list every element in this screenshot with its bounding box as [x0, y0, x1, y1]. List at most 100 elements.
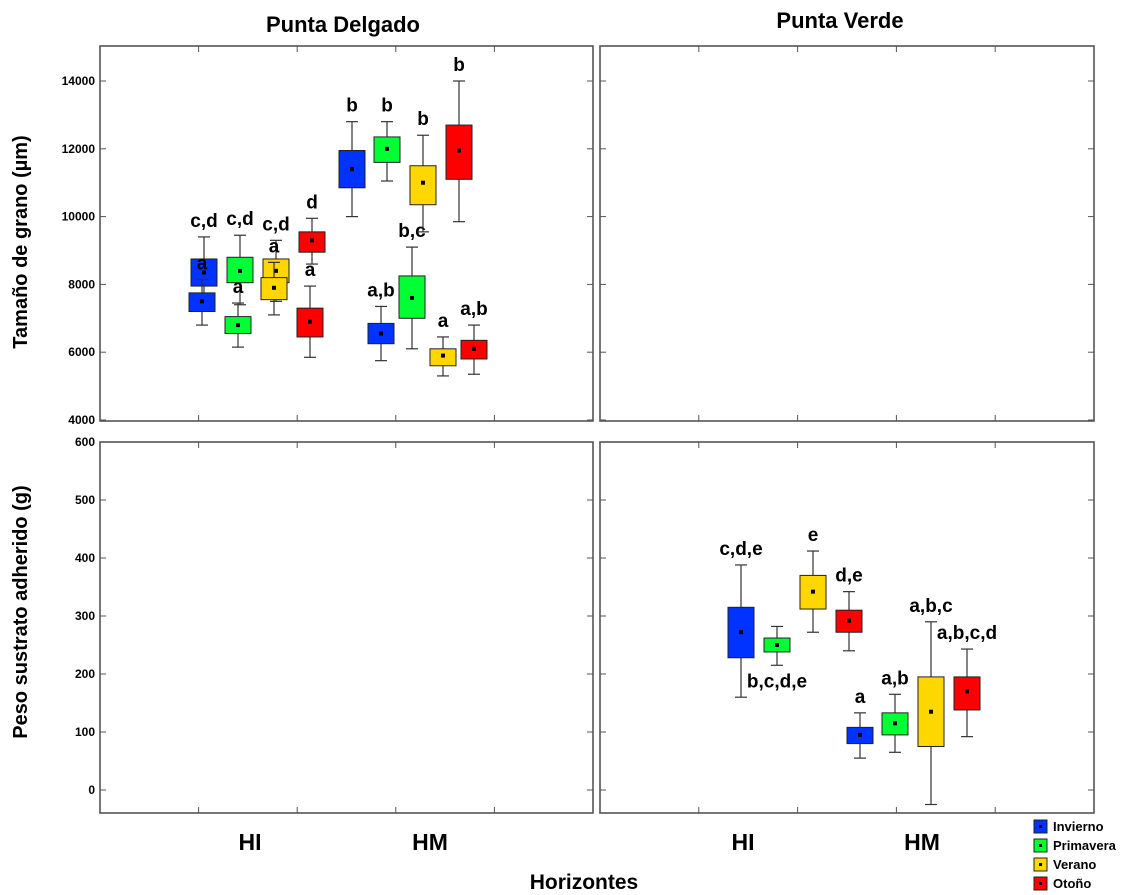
y-axis-title-substrate-weight: Peso sustrato adherido (g) [10, 485, 32, 738]
x-category-label-hi-left: HI [239, 829, 262, 855]
legend-label: Primavera [1053, 838, 1117, 853]
mean-marker [457, 148, 461, 153]
y-tick-label: 4000 [68, 413, 95, 427]
mean-marker [929, 709, 933, 714]
significance-letter: a [438, 311, 449, 332]
box-otoño-hi: d,e [835, 566, 863, 652]
significance-letter: a [305, 260, 316, 281]
mean-marker [811, 589, 815, 594]
mean-marker [739, 630, 743, 635]
mean-marker [236, 323, 240, 328]
significance-letter: b,c,d,e [747, 671, 807, 692]
box-primavera-hm: a,b [881, 668, 909, 753]
significance-letter: a,b [367, 280, 394, 301]
mean-marker [441, 353, 445, 358]
plot-frame [99, 45, 594, 422]
significance-letter: b [453, 55, 465, 76]
box-body [799, 574, 827, 610]
mean-marker [421, 180, 425, 185]
y-tick-label: 600 [75, 435, 95, 449]
significance-letter: b [417, 109, 429, 130]
box-invierno-hm: a,b [367, 280, 395, 362]
legend-swatch-dot [1039, 825, 1042, 828]
significance-letter: a,b,c,d [937, 623, 997, 644]
x-category-label-hi-right: HI [732, 829, 755, 855]
box-verano-hm: a [429, 311, 457, 377]
significance-letter: a [855, 687, 866, 708]
panels: 400060008000100001200014000c,da,bc,db,cc… [62, 45, 1095, 814]
significance-letter: a,b [881, 668, 908, 689]
box-primavera-hm: b [373, 96, 401, 182]
box-otoño-hm: a,b,c,d [937, 623, 997, 738]
box-invierno-hi: c,d,e [719, 539, 763, 698]
box-primavera-hi: b,c,d,e [747, 625, 807, 692]
mean-marker [350, 167, 354, 172]
mean-marker [385, 146, 389, 151]
mean-marker [274, 268, 278, 273]
mean-marker [847, 618, 851, 623]
significance-letter: d,e [835, 566, 862, 587]
significance-letter: c,d,e [719, 539, 762, 560]
mean-marker [775, 643, 779, 647]
column-title-punta-verde: Punta Verde [776, 8, 903, 33]
box-verano-hi: a [260, 236, 288, 316]
plot-frame [99, 441, 594, 814]
panel-1: 4000 6000 8000 10000 12000 14000 c,d a,b c,d b,c c… [62, 45, 594, 427]
box-invierno-hi: c,d [190, 211, 218, 308]
box-otoño-hi: a [296, 260, 324, 358]
box-verano-hi: e [799, 525, 827, 633]
plot-frame [599, 45, 1095, 422]
mean-marker [310, 238, 314, 243]
y-tick-label: 8000 [68, 277, 95, 291]
legend-swatch-dot [1039, 882, 1042, 885]
box-invierno-hm: b [338, 96, 366, 218]
significance-letter: a [233, 277, 244, 298]
box-body [409, 165, 437, 206]
mean-marker [202, 270, 206, 275]
box-otoño-hi: d [298, 192, 326, 265]
box-primavera-hm: b,c [398, 221, 426, 350]
legend-swatch-dot [1039, 863, 1042, 866]
mean-marker [965, 689, 969, 694]
significance-letter: d [306, 192, 318, 213]
legend-item-primavera: Primavera [1033, 838, 1117, 853]
y-tick-label: 500 [75, 493, 95, 507]
legend: Invierno Primavera Verano Otoño [1033, 819, 1117, 891]
significance-letter: c,d [262, 214, 289, 235]
significance-letter: b [381, 96, 393, 117]
significance-letter: c,d [226, 209, 253, 230]
y-tick-label: 100 [75, 725, 95, 739]
panel-3: 0100200300400500600cab,cabab,ca [75, 435, 981, 814]
box-otoño-hm: b [445, 55, 473, 223]
significance-letter: a,b,c [909, 596, 953, 617]
panel-4: c,d,e a b,c,d,e a,b e a,b,c d,e a,b,c,d [599, 441, 1095, 814]
y-tick-label: 6000 [68, 345, 95, 359]
mean-marker [379, 331, 383, 336]
panel-2: a b a b a b a b [188, 45, 1095, 422]
legend-label: Otoño [1053, 876, 1091, 891]
mean-marker [858, 732, 862, 737]
y-tick-label: 300 [75, 609, 95, 623]
x-axis-title: Horizontes [530, 871, 639, 894]
significance-letter: b,c [398, 221, 426, 242]
significance-letter: a [269, 236, 280, 257]
box-invierno-hi: a [188, 253, 216, 326]
y-tick-label: 14000 [62, 74, 96, 88]
significance-letter: e [808, 525, 819, 546]
significance-letter: a [197, 253, 208, 274]
mean-marker [472, 346, 476, 351]
box-invierno-hm: a [846, 687, 874, 759]
y-tick-label: 12000 [62, 142, 96, 156]
box-primavera-hi: c,d [226, 209, 254, 306]
significance-letter: a,b [460, 299, 487, 320]
box-verano-hm: a,b,c [909, 596, 953, 806]
legend-label: Verano [1053, 857, 1096, 872]
y-tick-label: 400 [75, 551, 95, 565]
mean-marker [200, 299, 204, 304]
mean-marker [410, 295, 414, 300]
x-category-label-hm-left: HM [412, 829, 448, 855]
box-body [953, 676, 981, 711]
legend-item-invierno: Invierno [1033, 819, 1104, 834]
mean-marker [272, 285, 276, 290]
